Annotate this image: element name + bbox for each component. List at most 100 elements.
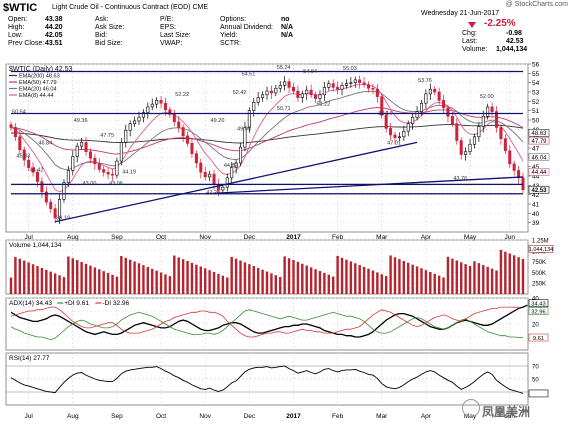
quote-label: Ask Size: [95,24,125,31]
candle-body [199,162,203,173]
volume-bar [482,264,485,294]
candle-body [442,100,446,109]
candle-body [208,173,212,178]
bottom-month-label: Mar [376,413,388,420]
y-tick-label: 44 [532,174,540,181]
volume-bar [508,253,511,294]
volume-tick-label: 250K [532,282,546,288]
volume-bar [203,268,207,294]
volume-bar [459,262,463,294]
y-tick-label: 50 [532,118,540,125]
volume-bar [389,255,392,294]
price-annotation: 42.20 [206,190,220,196]
candle-body [93,157,97,165]
quote-label: Options: [220,16,247,23]
price-annotation: 54.51 [242,72,256,78]
volume-bar [111,274,114,294]
candle-body [433,88,437,93]
candle-body [419,102,423,112]
ema50-line [10,107,524,155]
volume-value: 1,044,134 [496,46,528,53]
candle-body [128,123,132,131]
volume-bar [221,275,225,294]
candle-body [102,169,106,173]
candle-body [305,89,309,95]
adx-legend-item: ADX(14) 34.43 [9,300,52,307]
candle-body [53,208,57,219]
candle-body [393,134,397,139]
rsi-tick-label: 50 [532,378,539,384]
volume-bar [190,262,194,294]
candle-body [141,112,145,118]
candle-body [411,116,415,125]
adx-right-label: 9.61 [533,336,544,342]
volume-bar [521,259,525,294]
candle-body [468,143,472,153]
candle-body [344,83,348,86]
y-tick-label: 51 [532,108,540,115]
bottom-month-label: Nov [199,413,211,420]
candle-body [27,159,31,168]
volume-bar [446,256,450,294]
price-annotation: 49.95 [237,127,251,133]
quote-value: 44.20 [45,24,63,31]
candle-body [172,114,176,123]
volume-bar [349,261,353,294]
volume-bar [146,266,150,294]
bottom-month-label: Oct [156,413,166,420]
candle-body [406,123,410,132]
volume-bar [58,275,61,294]
adx-tick-label: 20 [532,323,539,329]
volume-bar [243,262,247,294]
candle-body [119,142,123,162]
candle-body [62,182,66,200]
volume-bar [279,277,282,294]
adx-right-label: 32.96 [531,309,546,315]
volume-bar [420,268,423,294]
price-annotation: 44.82 [224,163,238,169]
volume-bar [340,257,344,294]
change-percent: -2.25% [484,18,516,29]
volume-bar [473,261,476,294]
candle-body [503,138,507,152]
candle-body [367,84,371,89]
quote-label: Bid Size: [95,40,123,47]
candle-body [424,93,428,104]
candle-body [291,87,295,92]
bottom-month-label: Dec [244,413,256,420]
volume-bar [407,262,410,294]
volume-bar [106,272,110,294]
y-tick-label: 41 [532,202,540,209]
volume-bar [402,260,406,294]
candle-body [300,93,304,98]
quote-label: Ask: [95,16,109,23]
y-tick-label: 52 [532,99,540,106]
month-label: May [464,234,477,241]
volume-legend: Volume 1,044,134 [9,242,62,249]
trend-line [205,176,524,195]
volume-bar [305,265,308,294]
price-annotation: 49.36 [74,118,88,124]
candle-body [274,87,278,94]
volume-bar [133,261,136,294]
month-label: Oct [156,234,166,241]
volume-bar [9,277,13,294]
price-annotation: 46.84 [38,141,52,147]
volume-bar [261,269,264,294]
candle-body [146,106,150,113]
price-annotation: 50.71 [277,106,291,112]
volume-bar [274,275,278,294]
volume-tick-label: 500K [532,271,546,277]
candle-body [318,94,322,99]
adx-right-label: 34.43 [531,302,546,308]
price-annotation: 43.06 [109,181,123,187]
volume-right-label: 1,044,134 [529,247,553,253]
candle-body [194,153,198,164]
price-annotation: 50.54 [12,109,26,115]
volume-bar [199,266,203,294]
candle-body [517,170,521,179]
volume-bar [283,256,286,294]
volume-bar [120,255,123,294]
quote-value: 43.51 [45,40,63,47]
price-annotation: 52.22 [175,92,189,98]
